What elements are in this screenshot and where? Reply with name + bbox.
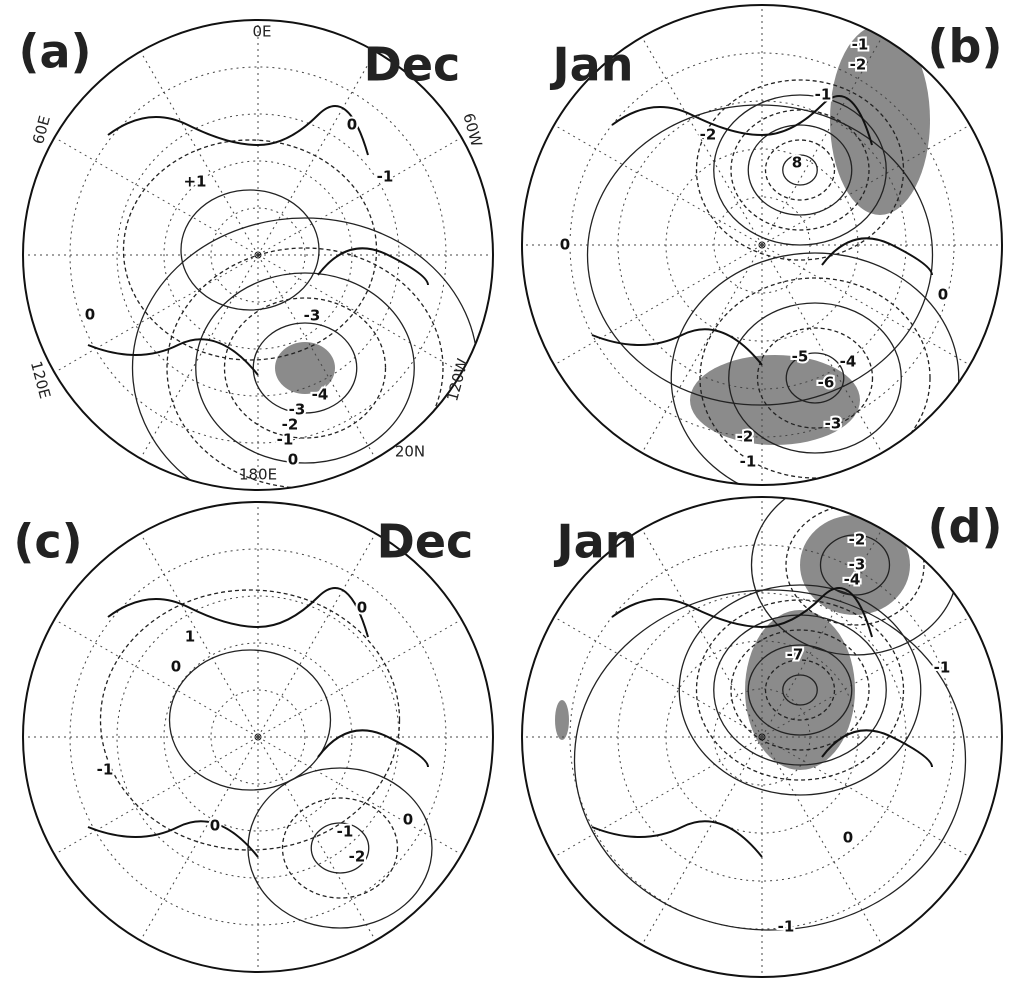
panel-label: (b) bbox=[928, 20, 1003, 74]
meridian bbox=[54, 737, 258, 855]
contour-label: -4 bbox=[844, 571, 861, 589]
contour-label: 0 bbox=[171, 658, 181, 676]
contour-label: -3 bbox=[304, 307, 321, 325]
contour bbox=[181, 190, 319, 310]
contour-label: -1 bbox=[377, 168, 394, 186]
meridian bbox=[54, 620, 258, 738]
contour-label: -1 bbox=[852, 36, 869, 54]
meridian bbox=[141, 533, 259, 737]
contour-label: -1 bbox=[778, 918, 795, 936]
contour-label: -2 bbox=[737, 428, 754, 446]
meridian bbox=[554, 125, 762, 245]
month-label: Dec bbox=[364, 38, 461, 92]
contour-label: -7 bbox=[787, 646, 804, 664]
contour-label: +1 bbox=[183, 173, 206, 191]
contour-label: 0 bbox=[288, 451, 298, 469]
contour-label: 0 bbox=[357, 599, 367, 617]
contour-label: 0 bbox=[403, 811, 413, 829]
grid-label: 20N bbox=[395, 443, 425, 461]
map-panel: (a)Dec0+1-10-3-4-3-2-100E60W120W20N180E1… bbox=[18, 20, 493, 518]
contour-label: 0 bbox=[347, 116, 357, 134]
contour-label: -6 bbox=[818, 374, 835, 392]
map-panel: (d)Jan-2-3-4-1-70-1 bbox=[522, 475, 1002, 977]
contour-label: -2 bbox=[700, 126, 717, 144]
contour-label: -1 bbox=[934, 659, 951, 677]
contour-label: -1 bbox=[740, 453, 757, 471]
figure: (a) Dec 0 +1 -1 0 -3 -4 -3 -2 -1 0 0E 60W 120W 20N 180E 1… bbox=[0, 0, 1017, 982]
meridian bbox=[762, 737, 882, 945]
contour-label: 0 bbox=[210, 817, 220, 835]
contour bbox=[170, 650, 331, 790]
contour-label: -4 bbox=[312, 386, 329, 404]
meridian bbox=[258, 620, 462, 738]
meridian bbox=[258, 737, 376, 941]
contour-label: -1 bbox=[815, 86, 832, 104]
grid-label: 60E bbox=[29, 114, 54, 146]
panel-label: (a) bbox=[18, 25, 91, 79]
panel-label: (c) bbox=[13, 515, 82, 569]
contour-label: -2 bbox=[349, 848, 366, 866]
contour bbox=[124, 140, 377, 360]
contour-label: 0 bbox=[843, 829, 853, 847]
contour-label: -1 bbox=[277, 431, 294, 449]
grid-label: 180E bbox=[239, 466, 277, 484]
meridian bbox=[258, 51, 376, 255]
grid-label: 0E bbox=[252, 23, 271, 41]
contour-label: -2 bbox=[850, 56, 867, 74]
contour-label: -2 bbox=[849, 531, 866, 549]
meridian bbox=[554, 245, 762, 365]
contour-label: 1 bbox=[185, 628, 195, 646]
meridian bbox=[258, 533, 376, 737]
shaded-region bbox=[830, 25, 930, 215]
contour-label: -3 bbox=[825, 415, 842, 433]
contour-label: -1 bbox=[337, 823, 354, 841]
meridian bbox=[54, 138, 258, 256]
contour-label: 0 bbox=[938, 286, 948, 304]
contour-label: -4 bbox=[840, 353, 857, 371]
contour-label: -5 bbox=[792, 348, 809, 366]
month-label: Dec bbox=[377, 515, 474, 569]
grid-label: 60W bbox=[459, 111, 485, 149]
contour-label: -1 bbox=[97, 761, 114, 779]
panel-label: (d) bbox=[928, 500, 1003, 554]
contour-label: 8 bbox=[792, 154, 802, 172]
grid-label: 120W bbox=[443, 356, 472, 403]
contour bbox=[283, 798, 398, 898]
meridian bbox=[554, 737, 762, 857]
contour bbox=[248, 768, 432, 928]
month-label: Jan bbox=[554, 515, 638, 569]
meridian bbox=[554, 617, 762, 737]
contour-label: 0 bbox=[85, 306, 95, 324]
contour-label: 0 bbox=[560, 236, 570, 254]
meridian bbox=[642, 737, 762, 945]
contour bbox=[101, 590, 400, 850]
shaded-region bbox=[555, 700, 569, 740]
map-content bbox=[23, 502, 493, 972]
month-label: Jan bbox=[550, 38, 634, 92]
meridian bbox=[141, 51, 259, 255]
map-panel: (b) Jan -1 -2 -1 -2 8 0 0 -5 -4 -6 -3 -2 -1 bbox=[522, 5, 1002, 503]
